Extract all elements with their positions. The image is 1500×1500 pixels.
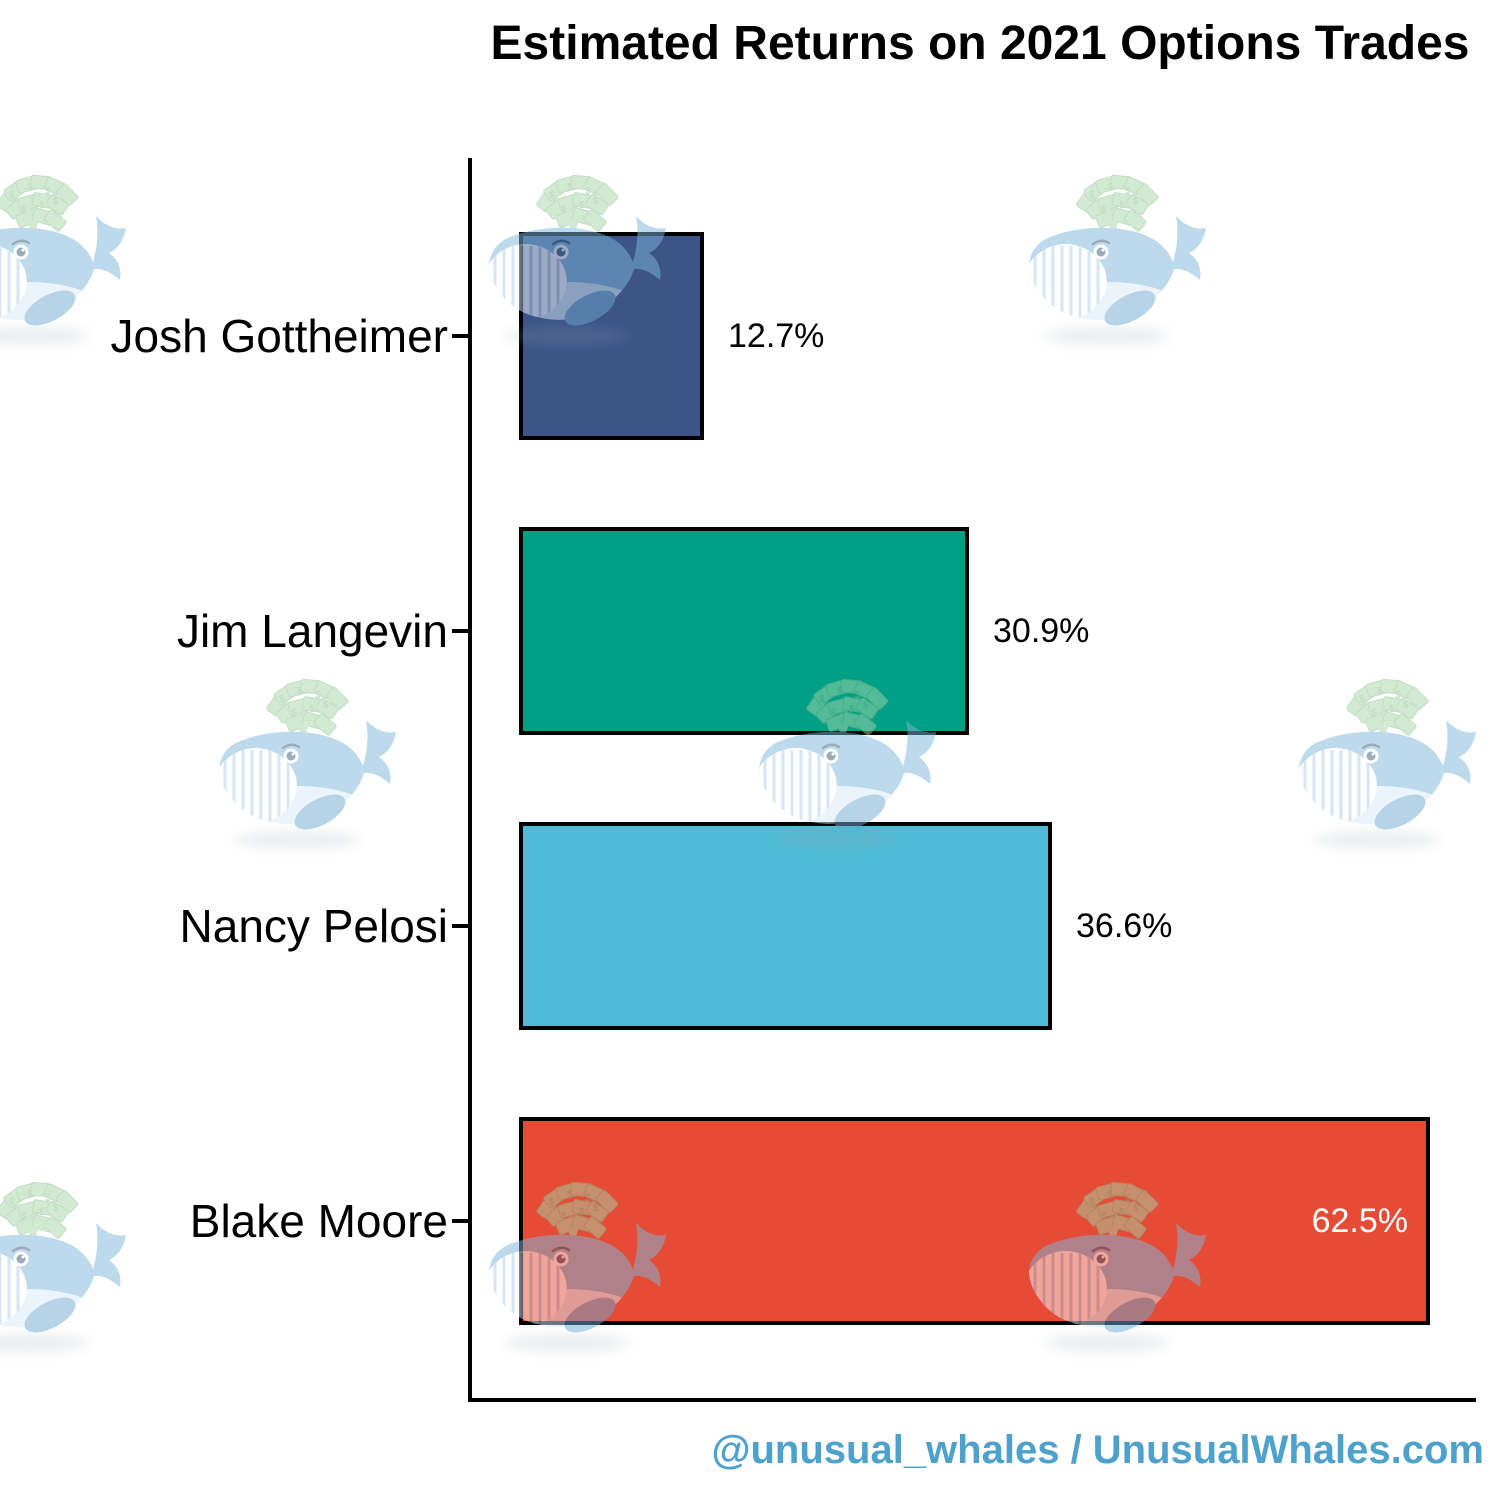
category-label: Jim Langevin: [176, 605, 448, 657]
whale-money-watermark-icon: [205, 672, 405, 872]
bar: [519, 527, 969, 735]
x-axis-line: [468, 1398, 1476, 1402]
y-axis-line: [468, 158, 472, 1402]
value-label: 12.7%: [728, 317, 825, 355]
bar: [519, 1117, 1430, 1325]
whale-money-watermark-icon: [1285, 672, 1485, 872]
value-label: 30.9%: [993, 612, 1090, 650]
bar: [519, 822, 1052, 1030]
value-label: 36.6%: [1076, 907, 1173, 945]
y-axis-tick: [452, 924, 468, 928]
whale-money-watermark-icon: [1015, 168, 1215, 368]
y-axis-tick: [452, 1219, 468, 1223]
value-label: 62.5%: [1311, 1202, 1408, 1240]
y-axis-tick: [452, 629, 468, 633]
category-label: Nancy Pelosi: [179, 900, 448, 952]
category-label: Josh Gottheimer: [110, 310, 448, 362]
bar: [519, 232, 704, 440]
y-axis-tick: [452, 334, 468, 338]
category-label: Blake Moore: [189, 1195, 448, 1247]
attribution: @unusual_whales / UnusualWhales.com: [711, 1428, 1484, 1472]
chart-title: Estimated Returns on 2021 Options Trades: [490, 17, 1470, 70]
